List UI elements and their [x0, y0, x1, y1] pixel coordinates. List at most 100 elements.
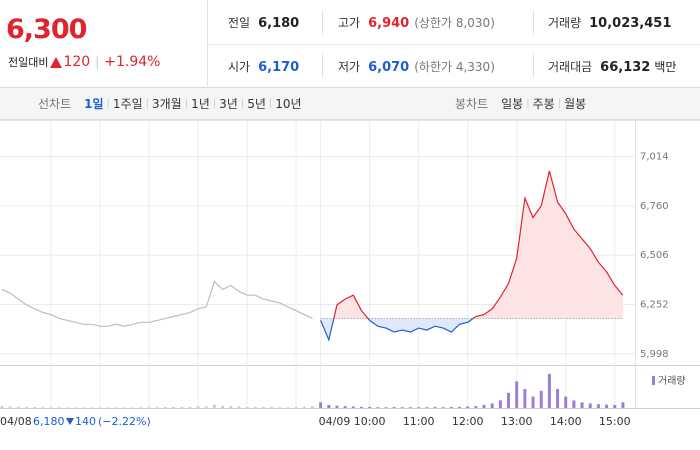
period-tab[interactable]: 10년 — [272, 95, 304, 112]
volume-bar — [596, 404, 600, 408]
volume-bar — [466, 406, 470, 408]
volume-bar — [556, 389, 560, 408]
volume-bar — [507, 392, 511, 408]
period-tab[interactable]: 1일 — [81, 95, 106, 112]
volume-bar — [147, 407, 151, 408]
period-tabs: 선차트 1일 | 1주일 | 3개월 | 1년 | 3년 | 5년 | 10년 봉차트 일봉 | 주봉 | 월봉 — [0, 88, 700, 120]
x-tick-label: 04/08 — [0, 415, 32, 428]
stat-value: 10,023,451 — [589, 16, 672, 31]
period-tab[interactable]: 1주일 — [110, 95, 146, 112]
legend-swatch — [652, 376, 655, 385]
volume-bar — [90, 407, 94, 408]
stat-extra: (하한가 4,330) — [414, 60, 495, 74]
period-tab[interactable]: 주봉 — [530, 95, 558, 112]
volume-bar — [155, 407, 159, 408]
volume-bar — [180, 406, 184, 408]
stat-extra: (상한가 8,030) — [414, 16, 495, 30]
stat-value: 6,180 — [258, 16, 300, 31]
stat-cell: 전일 6,180 — [228, 14, 299, 31]
y-tick-label: 6,760 — [640, 201, 669, 212]
candle-tabs: 봉차트 일봉 | 주봉 | 월봉 — [455, 88, 589, 119]
volume-bar — [441, 407, 445, 408]
x-tick-label: 11:00 — [403, 415, 435, 428]
up-icon — [50, 56, 63, 68]
change-label: 전일대비 — [8, 56, 49, 69]
volume-bar — [580, 402, 584, 408]
volume-bar — [449, 407, 453, 408]
price-line-prev — [1, 280, 313, 327]
volume-bar — [98, 407, 102, 408]
stat-cell: 저가 6,070 (하한가 4,330) — [338, 58, 495, 75]
change-line: 전일대비 120 | +1.94% — [8, 54, 160, 70]
volume-bar — [433, 407, 437, 408]
volume-bar — [359, 406, 363, 408]
x-tick-label: 12:00 — [452, 415, 484, 428]
volume-bar — [490, 403, 494, 408]
volume-bar — [319, 402, 323, 408]
period-tab[interactable]: 일봉 — [498, 95, 526, 112]
prev-day-info: 6,180 140 (−2.22%) — [33, 415, 151, 428]
volume-bar — [605, 404, 609, 408]
divider — [207, 0, 208, 88]
tab-separator: | — [212, 98, 217, 109]
volume-bar — [458, 406, 462, 408]
stat-label: 저가 — [338, 60, 361, 74]
stat-value: 66,132 — [600, 60, 651, 75]
tab-separator: | — [184, 98, 189, 109]
x-tick-label: 04/09 — [319, 415, 351, 428]
divider — [533, 10, 534, 34]
tab-separator: | — [145, 98, 149, 109]
stat-value: 6,070 — [368, 60, 410, 75]
period-tab[interactable]: 3년 — [216, 95, 241, 112]
volume-bar — [172, 407, 176, 408]
volume-bar — [204, 406, 208, 408]
volume-bar — [33, 407, 37, 408]
volume-bar — [188, 406, 192, 408]
volume-bar — [539, 390, 543, 408]
volume-bar — [482, 404, 486, 408]
period-tab[interactable]: 월봉 — [561, 95, 589, 112]
volume-bar — [351, 406, 355, 408]
area-above — [320, 171, 623, 319]
tab-separator: | — [106, 98, 110, 109]
volume-bar — [384, 407, 388, 408]
divider — [533, 54, 534, 78]
volume-bar — [114, 407, 118, 408]
volume-bar — [621, 402, 625, 408]
volume-bar — [523, 389, 527, 408]
volume-bar — [212, 404, 216, 408]
stat-cell: 거래량 10,023,451 — [548, 14, 671, 31]
volume-bar — [229, 406, 233, 408]
stat-label: 고가 — [338, 16, 361, 30]
volume-bar — [221, 405, 225, 408]
tab-separator: | — [268, 98, 273, 109]
period-tab[interactable]: 1년 — [188, 95, 213, 112]
prev-change: 140 — [75, 415, 96, 428]
volume-bar — [335, 405, 339, 408]
volume-bar — [82, 407, 86, 408]
x-tick-label: 15:00 — [599, 415, 631, 428]
stat-cell: 시가 6,170 — [228, 58, 299, 75]
stat-label: 전일 — [228, 16, 251, 30]
volume-bar — [65, 407, 69, 408]
volume-bar — [572, 400, 576, 408]
prev-close: 6,180 — [33, 415, 65, 428]
change: 120 — [63, 54, 91, 70]
volume-bar — [41, 407, 45, 408]
volume-bar — [425, 407, 429, 408]
separator: | — [95, 55, 100, 69]
volume-bar — [376, 407, 380, 408]
y-tick-label: 5,998 — [640, 349, 669, 360]
price-line-up — [333, 170, 624, 319]
period-tab[interactable]: 5년 — [244, 95, 269, 112]
stat-unit: 백만 — [654, 60, 677, 74]
divider — [208, 44, 700, 45]
period-tab[interactable]: 3개월 — [149, 95, 185, 112]
volume-bar — [327, 404, 331, 408]
volume-bar — [16, 406, 20, 408]
tab-separator: | — [526, 98, 530, 109]
stat-label: 거래대금 — [548, 60, 593, 74]
prev-change-pct: (−2.22%) — [98, 415, 151, 428]
volume-bar — [49, 407, 53, 408]
tab-group-label: 선차트 — [38, 97, 72, 111]
